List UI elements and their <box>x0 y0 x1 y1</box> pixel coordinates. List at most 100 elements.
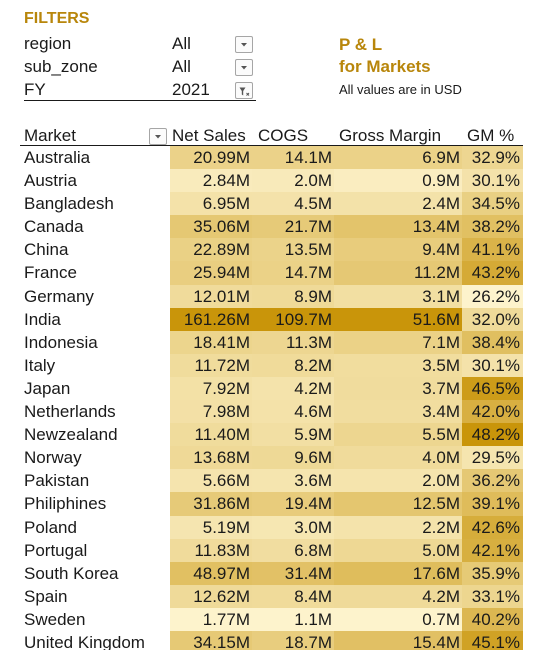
header-gross-margin: Gross Margin <box>339 126 442 145</box>
market-cell: Norway <box>24 448 82 468</box>
gross-margin-cell: 2.2M <box>334 515 462 539</box>
market-cell: France <box>24 263 77 283</box>
cogs-cell: 14.1M <box>252 146 334 170</box>
cogs-cell: 3.6M <box>252 469 334 493</box>
table-row: Indonesia 18.41M 11.3M 7.1M 38.4% <box>20 330 523 354</box>
filter-fy: FY 2021 <box>24 78 256 101</box>
net-sales-cell: 18.41M <box>170 330 252 354</box>
gm-pct-cell: 39.1% <box>462 492 523 516</box>
net-sales-cell: 5.66M <box>170 469 252 493</box>
net-sales-cell: 7.92M <box>170 376 252 401</box>
cogs-cell: 109.7M <box>252 307 334 331</box>
market-cell: Spain <box>24 586 68 606</box>
cogs-cell: 21.7M <box>252 215 334 239</box>
table-row: Pakistan 5.66M 3.6M 2.0M 36.2% <box>20 469 523 493</box>
filter-value-sub-zone[interactable]: All <box>172 57 191 76</box>
gross-margin-cell: 6.9M <box>334 146 462 170</box>
cogs-cell: 18.7M <box>252 630 334 650</box>
gross-margin-cell: 0.7M <box>334 607 462 631</box>
filter-value-fy[interactable]: 2021 <box>172 80 210 99</box>
gross-margin-cell: 13.4M <box>334 215 462 239</box>
market-cell: Canada <box>24 217 84 237</box>
net-sales-cell: 6.95M <box>170 192 252 216</box>
net-sales-cell: 2.84M <box>170 169 252 193</box>
report-title-line1: P & L <box>339 35 383 54</box>
net-sales-cell: 12.01M <box>170 284 252 308</box>
gm-pct-cell: 42.6% <box>462 515 523 539</box>
filter-value-region[interactable]: All <box>172 34 191 53</box>
gm-pct-cell: 48.2% <box>462 423 523 447</box>
table-row: Newzealand 11.40M 5.9M 5.5M 48.2% <box>20 423 523 447</box>
filter-dropdown-icon[interactable] <box>149 128 167 145</box>
gm-pct-cell: 45.1% <box>462 630 523 650</box>
filter-sub-zone: sub_zone All <box>24 55 256 78</box>
gross-margin-cell: 9.4M <box>334 238 462 262</box>
gross-margin-cell: 3.5M <box>334 353 462 377</box>
table-row: Australia 20.99M 14.1M 6.9M 32.9% <box>20 146 523 170</box>
net-sales-cell: 11.72M <box>170 353 252 377</box>
market-cell: India <box>24 309 61 329</box>
gm-pct-cell: 42.1% <box>462 538 523 562</box>
cogs-cell: 8.2M <box>252 353 334 377</box>
gross-margin-cell: 17.6M <box>334 561 462 585</box>
market-cell: Australia <box>24 148 91 167</box>
filter-label-region: region <box>24 34 72 53</box>
filter-label-fy: FY <box>24 80 46 99</box>
cogs-cell: 31.4M <box>252 561 334 585</box>
gm-pct-cell: 38.4% <box>462 330 523 354</box>
net-sales-cell: 34.15M <box>170 630 252 650</box>
gross-margin-cell: 51.6M <box>334 307 462 331</box>
gross-margin-cell: 15.4M <box>334 630 462 650</box>
header-cogs: COGS <box>258 126 309 145</box>
filters-title: FILTERS <box>24 10 90 27</box>
net-sales-cell: 7.98M <box>170 400 252 424</box>
table-body: Australia 20.99M 14.1M 6.9M 32.9% Austria 2.84… <box>20 146 523 650</box>
market-cell: United Kingdom <box>24 632 145 650</box>
net-sales-cell: 5.19M <box>170 515 252 539</box>
cogs-cell: 6.8M <box>252 538 334 562</box>
market-cell: Sweden <box>24 609 86 629</box>
report-title-line2: for Markets <box>339 57 431 76</box>
market-cell: Germany <box>24 286 94 306</box>
table-row: India 161.26M 109.7M 51.6M 32.0% <box>20 307 523 331</box>
cogs-cell: 13.5M <box>252 238 334 262</box>
filter-active-icon[interactable] <box>235 82 253 99</box>
gm-pct-cell: 40.2% <box>462 607 523 631</box>
cogs-cell: 8.9M <box>252 284 334 308</box>
table-row: Bangladesh 6.95M 4.5M 2.4M 34.5% <box>20 192 523 216</box>
net-sales-cell: 48.97M <box>170 561 252 585</box>
table-row: Philiphines 31.86M 19.4M 12.5M 39.1% <box>20 492 523 516</box>
table-row: Italy 11.72M 8.2M 3.5M 30.1% <box>20 353 523 377</box>
gm-pct-cell: 35.9% <box>462 561 523 585</box>
market-cell: Netherlands <box>24 402 116 422</box>
gross-margin-cell: 3.1M <box>334 284 462 308</box>
cogs-cell: 1.1M <box>252 607 334 631</box>
gm-pct-cell: 32.0% <box>462 307 523 331</box>
net-sales-cell: 12.62M <box>170 584 252 608</box>
gross-margin-cell: 12.5M <box>334 492 462 516</box>
cogs-cell: 2.0M <box>252 169 334 193</box>
market-cell: Newzealand <box>24 425 118 445</box>
dropdown-arrow-icon[interactable] <box>235 36 253 53</box>
net-sales-cell: 1.77M <box>170 607 252 631</box>
gm-pct-cell: 46.5% <box>462 376 523 401</box>
cogs-cell: 19.4M <box>252 492 334 516</box>
net-sales-cell: 161.26M <box>170 307 252 331</box>
header-gm-pct: GM % <box>467 126 515 145</box>
table-row: Netherlands 7.98M 4.6M 3.4M 42.0% <box>20 400 523 424</box>
cogs-cell: 4.5M <box>252 192 334 216</box>
market-cell: Pakistan <box>24 471 90 491</box>
gross-margin-cell: 11.2M <box>334 261 462 285</box>
table-row: United Kingdom 34.15M 18.7M 15.4M 45.1% <box>20 630 523 650</box>
table-row: France 25.94M 14.7M 11.2M 43.2% <box>20 261 523 285</box>
gm-pct-cell: 32.9% <box>462 146 523 170</box>
gross-margin-cell: 2.0M <box>334 469 462 493</box>
dropdown-arrow-icon[interactable] <box>235 59 253 76</box>
gm-pct-cell: 41.1% <box>462 238 523 262</box>
cogs-cell: 5.9M <box>252 423 334 447</box>
gross-margin-cell: 5.5M <box>334 423 462 447</box>
gm-pct-cell: 30.1% <box>462 169 523 193</box>
net-sales-cell: 22.89M <box>170 238 252 262</box>
cogs-cell: 11.3M <box>252 330 334 354</box>
market-cell: Japan <box>24 378 71 398</box>
